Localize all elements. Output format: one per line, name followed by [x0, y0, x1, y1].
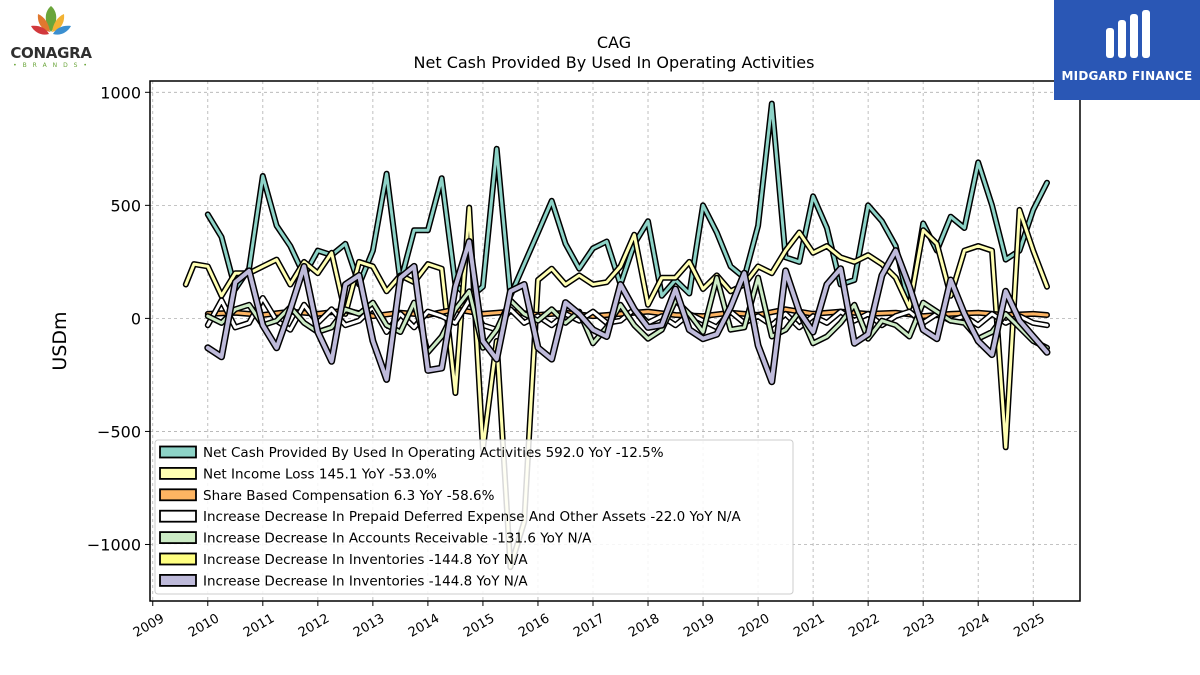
- midgard-logo: MIDGARD FINANCE: [1054, 0, 1200, 100]
- conagra-leaf-icon: [31, 6, 71, 35]
- y-tick-label: −500: [97, 422, 141, 441]
- x-tick-label: 2019: [681, 611, 717, 641]
- x-tick-label: 2025: [1011, 611, 1047, 641]
- legend-swatch: [159, 509, 197, 523]
- legend-swatch: [159, 445, 197, 459]
- x-tick-label: 2011: [241, 611, 277, 641]
- series-line-outline: [204, 100, 1050, 311]
- x-tick-label: 2018: [626, 611, 662, 641]
- midgard-wordmark: MIDGARD FINANCE: [1061, 69, 1193, 83]
- y-tick-label: 500: [110, 196, 141, 215]
- chart-title: CAG: [597, 33, 631, 52]
- legend-label: Share Based Compensation 6.3 YoY -58.6%: [203, 488, 495, 504]
- legend-label: Net Cash Provided By Used In Operating A…: [203, 445, 664, 461]
- legend-label: Increase Decrease In Prepaid Deferred Ex…: [203, 509, 741, 525]
- legend-label: Increase Decrease In Accounts Receivable…: [203, 531, 592, 547]
- y-tick-label: 0: [131, 309, 141, 328]
- series-line: [206, 276, 1049, 354]
- x-tick-label: 2013: [351, 611, 387, 641]
- y-axis-label: USDm: [49, 311, 71, 370]
- x-tick-label: 2022: [846, 611, 882, 641]
- x-tick-label: 2014: [406, 611, 442, 641]
- conagra-subtext: • B R A N D S •: [13, 62, 89, 69]
- legend: Net Cash Provided By Used In Operating A…: [154, 439, 794, 595]
- x-tick-label: 2016: [516, 611, 552, 641]
- legend-swatch: [159, 574, 197, 587]
- x-tick-label: 2010: [186, 611, 222, 641]
- y-tick-label: −1000: [87, 535, 141, 554]
- legend-swatch: [159, 552, 197, 566]
- series-line: [206, 102, 1049, 309]
- x-tick-label: 2021: [791, 611, 827, 641]
- plot-frame: [149, 80, 1081, 602]
- x-tick-label: 2023: [901, 611, 937, 641]
- x-axis-ticks: 2009 2010 2011 2012 2013 2014 2015 2016 2017 2018…: [131, 601, 1048, 641]
- x-tick-label: 2020: [736, 611, 772, 641]
- legend-swatch: [159, 488, 197, 502]
- x-tick-label: 2017: [571, 611, 607, 641]
- x-tick-label: 2024: [956, 611, 992, 641]
- y-tick-label: 1000: [100, 83, 141, 102]
- chart-subtitle: Net Cash Provided By Used In Operating A…: [414, 53, 815, 72]
- x-tick-label: 2012: [296, 611, 332, 641]
- x-tick-label: 2015: [461, 611, 497, 641]
- series-layer: [182, 100, 1051, 571]
- legend-label: Increase Decrease In Inventories -144.8 …: [203, 573, 528, 589]
- legend-frame: [154, 439, 794, 595]
- legend-swatch: [159, 466, 197, 480]
- x-tick-label: 2009: [131, 611, 167, 641]
- legend-label: Increase Decrease In Inventories -144.8 …: [203, 552, 528, 568]
- series-line: [184, 206, 1049, 569]
- conagra-wordmark: CONAGRA: [10, 44, 92, 62]
- legend-swatch: [159, 531, 197, 544]
- y-axis-ticks: 1000 500 0 −500 −1000: [87, 83, 150, 554]
- legend-label: Net Income Loss 145.1 YoY -53.0%: [203, 466, 437, 482]
- conagra-logo: CONAGRA • B R A N D S •: [0, 0, 110, 80]
- midgard-monogram-icon: [1106, 10, 1150, 58]
- series-line: [205, 239, 1049, 384]
